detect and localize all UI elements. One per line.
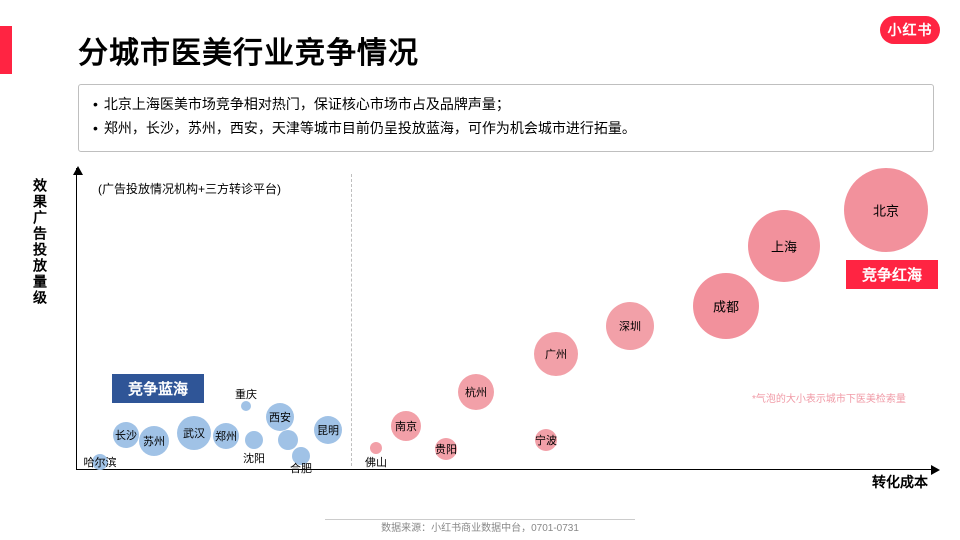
plot-area: (广告投放情况机构+三方转诊平台) 哈尔滨长沙苏州武汉郑州重庆沈阳西安合肥昆明佛… xyxy=(76,168,938,470)
bubble-重庆 xyxy=(241,401,251,411)
chart-subtitle: (广告投放情况机构+三方转诊平台) xyxy=(98,180,281,197)
accent-bar xyxy=(0,26,12,74)
bubble-南京 xyxy=(391,411,421,441)
bubble-佛山 xyxy=(370,442,382,454)
bubble-size-caption: *气泡的大小表示城市下医美检索量 xyxy=(752,390,906,405)
summary-box: •北京上海医美市场竞争相对热门，保证核心市场市占及品牌声量； •郑州，长沙，苏州… xyxy=(78,84,934,152)
x-axis xyxy=(76,469,938,470)
bubble-昆明 xyxy=(314,416,342,444)
bubble-合肥 xyxy=(292,447,310,465)
bubble-郑州 xyxy=(213,423,239,449)
bubble-西安 xyxy=(266,403,294,431)
badge-blue-ocean: 竞争蓝海 xyxy=(112,374,204,403)
data-source: 数据来源：小红书商业数据中台，0701-0731 xyxy=(0,519,960,534)
bubble-label-佛山: 佛山 xyxy=(365,454,387,470)
bubble-chart: 效果广告投放量级 (广告投放情况机构+三方转诊平台) 哈尔滨长沙苏州武汉郑州重庆… xyxy=(58,168,938,490)
bubble-哈尔滨 xyxy=(92,454,108,470)
bubble-长沙 xyxy=(113,422,139,448)
bubble-label-沈阳: 沈阳 xyxy=(243,450,265,466)
slide: 分城市医美行业竞争情况 小红书 •北京上海医美市场竞争相对热门，保证核心市场市占… xyxy=(0,0,960,540)
bubble-天津 xyxy=(278,430,298,450)
bubble-苏州 xyxy=(139,426,169,456)
bubble-上海 xyxy=(748,210,820,282)
y-axis xyxy=(76,168,77,470)
blue-red-divider xyxy=(351,174,352,466)
bubble-成都 xyxy=(693,273,759,339)
bubble-深圳 xyxy=(606,302,654,350)
bubble-广州 xyxy=(534,332,578,376)
bubble-武汉 xyxy=(177,416,211,450)
bubble-宁波 xyxy=(535,429,557,451)
bubble-沈阳 xyxy=(245,431,263,449)
bullet-icon: • xyxy=(93,93,98,117)
summary-line-2: 郑州，长沙，苏州，西安，天津等城市目前仍呈投放蓝海，可作为机会城市进行拓量。 xyxy=(104,117,636,141)
bubble-贵阳 xyxy=(435,438,457,460)
x-axis-label: 转化成本 xyxy=(872,472,928,492)
summary-line-1: 北京上海医美市场竞争相对热门，保证核心市场市占及品牌声量； xyxy=(104,93,510,117)
badge-red-ocean: 竞争红海 xyxy=(846,260,938,289)
bubble-杭州 xyxy=(458,374,494,410)
bubble-label-重庆: 重庆 xyxy=(235,386,257,402)
brand-logo: 小红书 xyxy=(880,16,940,44)
y-axis-label: 效果广告投放量级 xyxy=(30,178,50,306)
bubble-北京 xyxy=(844,168,928,252)
bullet-icon: • xyxy=(93,117,98,141)
page-title: 分城市医美行业竞争情况 xyxy=(78,28,419,72)
